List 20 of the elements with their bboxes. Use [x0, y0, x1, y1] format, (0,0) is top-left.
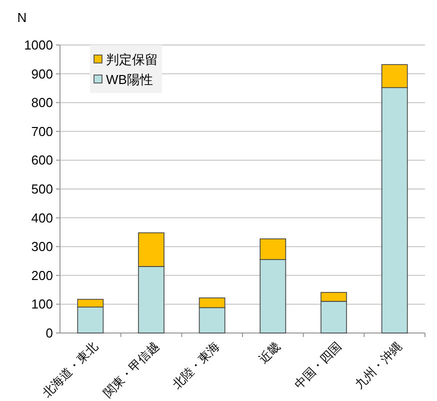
- y-tick-label: 0: [46, 326, 53, 340]
- x-tick-label: 中国・四国: [292, 339, 344, 392]
- y-axis-title: N: [17, 10, 27, 25]
- y-tick-label: 500: [31, 182, 53, 196]
- y-tick-label: 1000: [24, 38, 53, 52]
- x-tick-label: 関東・甲信越: [100, 339, 162, 400]
- y-tick-label: 800: [31, 95, 53, 110]
- y-tick-label: 900: [31, 66, 53, 82]
- legend-label: WB陽性: [106, 72, 153, 87]
- y-tick-label: 200: [31, 268, 53, 283]
- y-tick-label: 400: [31, 210, 53, 226]
- x-tick-label: 近畿: [256, 339, 284, 366]
- x-tick-label: 九州・沖縄: [352, 339, 405, 392]
- legend-label: 判定保留: [106, 52, 158, 67]
- y-tick-label: 100: [31, 296, 53, 312]
- y-tick-label: 300: [31, 239, 53, 254]
- x-tick-label: 北海道・東北: [40, 339, 101, 400]
- x-tick-label: 北陸・東海: [170, 339, 222, 392]
- y-tick-label: 600: [31, 152, 53, 168]
- y-tick-label: 700: [31, 124, 53, 139]
